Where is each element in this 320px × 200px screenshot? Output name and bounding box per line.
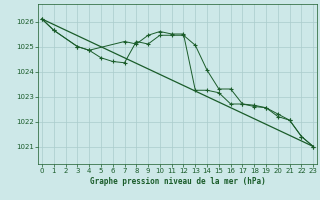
X-axis label: Graphe pression niveau de la mer (hPa): Graphe pression niveau de la mer (hPa)	[90, 177, 266, 186]
